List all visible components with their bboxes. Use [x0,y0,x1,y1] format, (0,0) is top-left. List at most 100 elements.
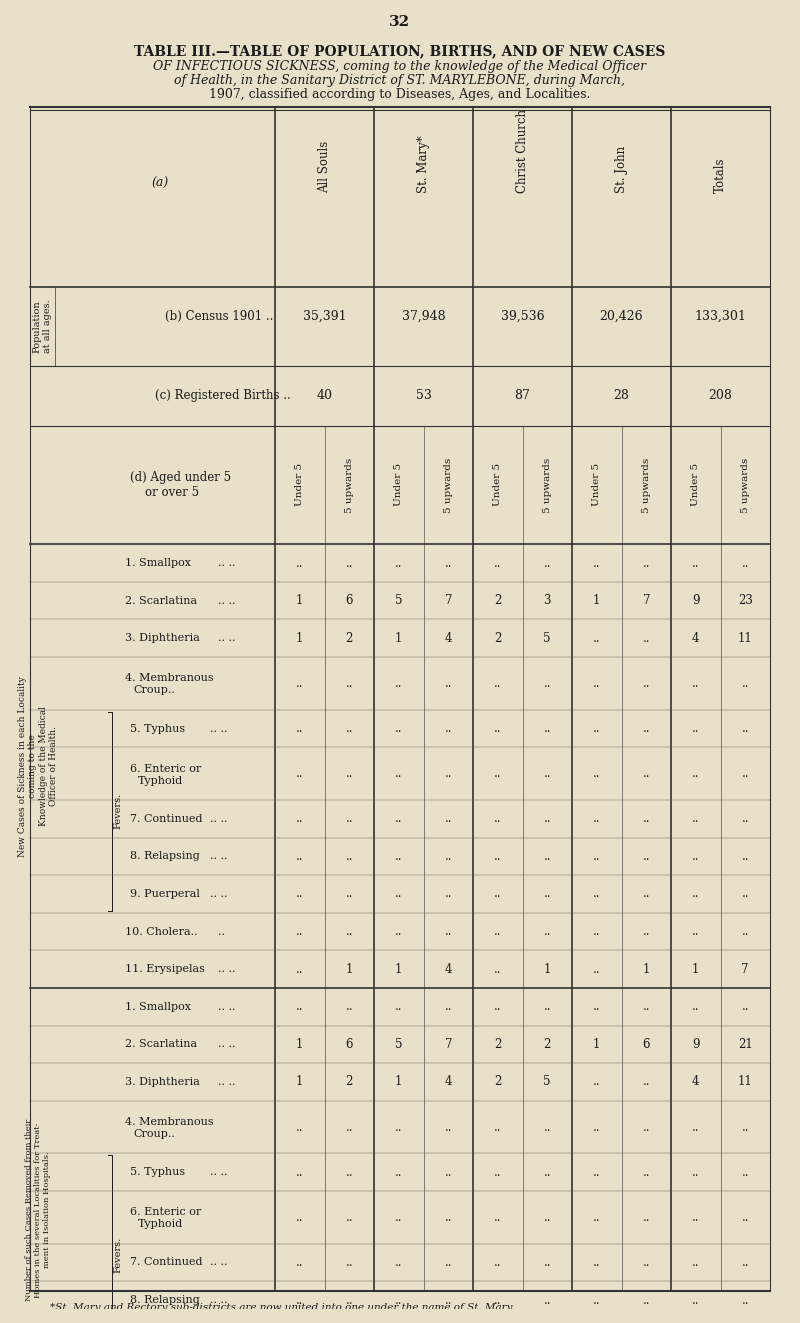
Text: 1. Smallpox: 1. Smallpox [125,1002,191,1012]
Text: of Health, in the Sanitary District of ST. MARYLEBONE, during March,: of Health, in the Sanitary District of S… [174,74,626,86]
Text: ..: .. [296,1211,303,1224]
Text: 1: 1 [296,632,303,644]
Text: ..: .. [543,1000,551,1013]
Text: ..: .. [593,677,601,689]
Text: Under 5: Under 5 [295,463,304,507]
Text: ..: .. [642,722,650,736]
Text: ..: .. [296,963,303,975]
Text: 20,426: 20,426 [600,310,643,323]
Text: 39,536: 39,536 [501,310,544,323]
Text: ..: .. [742,1166,749,1179]
Text: 40: 40 [317,389,333,402]
Text: ..: .. [494,557,502,570]
Text: ..: .. [346,1000,353,1013]
Text: ..: .. [642,925,650,938]
Text: 6: 6 [346,1037,353,1050]
Text: .. ..: .. .. [210,852,227,861]
Text: 7. Continued: 7. Continued [130,1257,202,1267]
Text: 2: 2 [346,632,353,644]
Text: ..: .. [395,1166,402,1179]
Text: St. Mary*: St. Mary* [417,135,430,193]
Text: ..: .. [593,557,601,570]
Text: ..: .. [543,1256,551,1269]
Text: ..: .. [742,1211,749,1224]
Text: ..: .. [692,1166,699,1179]
Text: 5 upwards: 5 upwards [542,458,552,512]
Text: ..: .. [692,849,699,863]
Text: 7: 7 [445,1037,452,1050]
Text: ..: .. [742,767,749,781]
Text: ..: .. [395,1256,402,1269]
Text: ..: .. [395,925,402,938]
Text: ..: .. [742,925,749,938]
Text: ..: .. [742,812,749,826]
Text: ..: .. [296,1166,303,1179]
Text: 1: 1 [296,594,303,607]
Text: ..: .. [742,1294,749,1307]
Text: ..: .. [543,812,551,826]
Text: 1: 1 [543,963,551,975]
Text: 1: 1 [395,632,402,644]
Text: ..: .. [593,888,601,901]
Text: 7. Continued: 7. Continued [130,814,202,824]
Text: ..: .. [296,1256,303,1269]
Text: ..: .. [346,1211,353,1224]
Text: 7: 7 [642,594,650,607]
Text: ..: .. [593,1121,601,1134]
Text: .. ..: .. .. [218,1077,235,1088]
Text: Typhoid: Typhoid [138,775,183,786]
Text: 1: 1 [346,963,353,975]
Text: .. ..: .. .. [218,634,235,643]
Text: 28: 28 [614,389,630,402]
Text: 1: 1 [395,1076,402,1089]
Text: Croup..: Croup.. [133,685,175,696]
Text: .. ..: .. .. [210,724,227,733]
Text: ..: .. [742,1121,749,1134]
Text: ..: .. [445,557,452,570]
Text: ..: .. [494,722,502,736]
Text: 1: 1 [593,1037,601,1050]
Text: .. ..: .. .. [210,814,227,824]
Text: ..: .. [593,1211,601,1224]
Text: .. ..: .. .. [210,889,227,898]
Text: 4: 4 [445,632,452,644]
Text: ..: .. [395,722,402,736]
Text: 1. Smallpox: 1. Smallpox [125,558,191,568]
Text: 1: 1 [395,963,402,975]
Text: ..: .. [445,1000,452,1013]
Text: 9. Puerperal: 9. Puerperal [130,889,200,898]
Text: ..: .. [395,888,402,901]
Text: ..: .. [642,1000,650,1013]
Text: ..: .. [543,849,551,863]
Text: ..: .. [543,1211,551,1224]
Text: 2: 2 [494,1037,502,1050]
Text: 6. Enteric or: 6. Enteric or [130,763,202,774]
Text: ..: .. [346,1166,353,1179]
Text: ..: .. [593,1294,601,1307]
Text: ..: .. [543,1121,551,1134]
Text: ..: .. [346,812,353,826]
Text: ..: .. [692,925,699,938]
Text: ..: .. [494,1294,502,1307]
Text: ..: .. [692,1294,699,1307]
Text: 5 upwards: 5 upwards [642,458,650,512]
Text: ..: .. [742,888,749,901]
Text: ..: .. [742,849,749,863]
Text: ..: .. [494,963,502,975]
Text: ..: .. [296,888,303,901]
Text: ..: .. [346,677,353,689]
Text: .. ..: .. .. [218,1040,235,1049]
Text: (c) Registered Births ..: (c) Registered Births .. [155,389,290,402]
Text: ..: .. [494,1256,502,1269]
Text: 5: 5 [543,632,551,644]
Text: ..: .. [543,557,551,570]
Text: 2: 2 [494,1076,502,1089]
Text: (a): (a) [151,176,169,189]
Text: 10. Cholera..: 10. Cholera.. [125,926,198,937]
Text: ..: .. [296,677,303,689]
Text: 4: 4 [445,1076,452,1089]
Text: 8. Relapsing: 8. Relapsing [130,1295,200,1304]
Text: 5: 5 [395,1037,402,1050]
Text: Fevers.: Fevers. [114,792,122,830]
Text: ..: .. [445,722,452,736]
